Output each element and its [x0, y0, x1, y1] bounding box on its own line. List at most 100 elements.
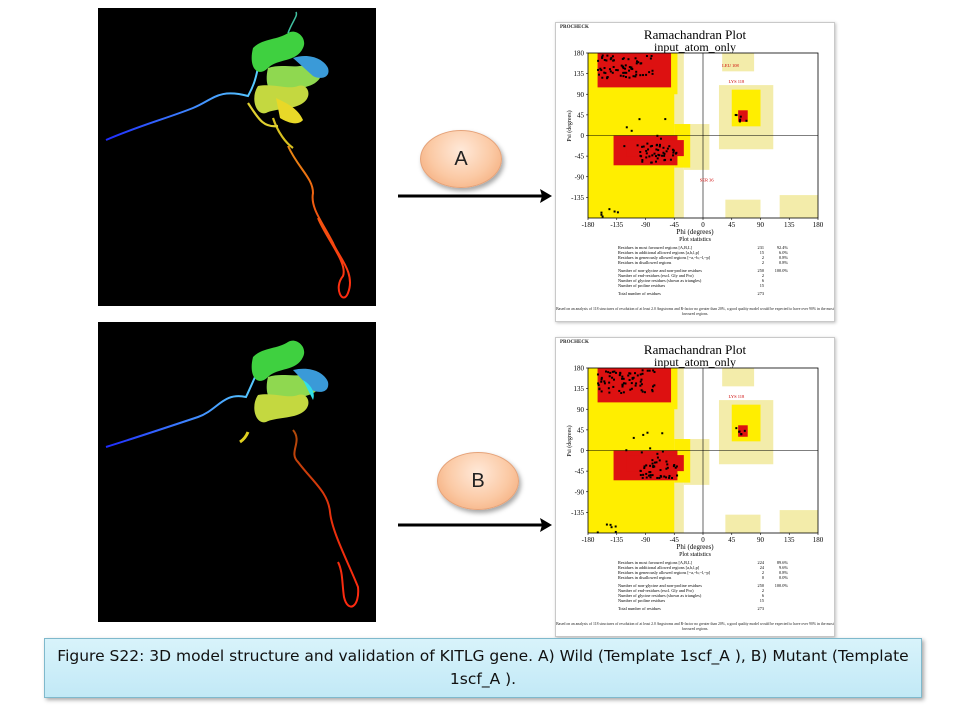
residue-point	[600, 378, 603, 381]
stats-cnt: 2	[761, 255, 764, 260]
residue-point	[658, 476, 661, 479]
allowed-region	[588, 190, 608, 218]
residue-point	[660, 475, 663, 478]
residue-point	[643, 391, 646, 394]
residue-point	[606, 77, 609, 80]
y-tick-label: -135	[571, 509, 584, 517]
residue-point	[612, 378, 615, 381]
residue-point	[652, 369, 655, 372]
x-tick-label: -45	[670, 536, 680, 544]
residue-point	[647, 474, 650, 477]
residue-point	[648, 471, 651, 474]
y-tick-label: 0	[581, 447, 585, 455]
protein-structure-mutant	[98, 322, 376, 622]
residue-point	[597, 59, 600, 62]
arrow-b	[398, 518, 552, 532]
protein-cartoon-mutant	[105, 340, 360, 608]
generous-region	[779, 195, 818, 218]
y-tick-label: -90	[575, 173, 585, 181]
generous-region	[722, 53, 755, 72]
x-axis-label: Phi (degrees)	[676, 543, 714, 551]
residue-point	[634, 372, 637, 375]
allowed-region	[588, 505, 608, 533]
residue-point	[645, 472, 648, 475]
residue-point	[627, 58, 630, 61]
residue-point	[643, 465, 646, 468]
stats-row: Total number of residues 273	[618, 606, 788, 611]
residue-point	[650, 54, 653, 57]
residue-point	[640, 378, 643, 381]
y-tick-label: -90	[575, 488, 585, 496]
residue-point	[739, 115, 742, 118]
stats-cnt: 6	[761, 593, 764, 598]
residue-point	[601, 54, 604, 57]
residue-point	[600, 376, 603, 379]
residue-point	[665, 467, 668, 470]
residue-point	[624, 382, 627, 385]
residue-point	[603, 71, 606, 74]
x-tick-label: 180	[813, 536, 824, 544]
stats-lbl: Total number of residues	[618, 606, 661, 611]
generous-region	[725, 199, 761, 218]
residue-point	[636, 374, 639, 377]
y-tick-label: 90	[577, 406, 585, 414]
residue-point	[607, 371, 610, 374]
residue-point	[663, 152, 666, 155]
residue-point	[647, 148, 650, 151]
residue-point	[641, 476, 644, 479]
residue-point	[612, 66, 615, 69]
residue-point	[651, 69, 654, 72]
residue-point	[637, 61, 640, 64]
residue-point	[649, 447, 652, 450]
stats-lbl: Number of end-residues (excl. Gly and Pr…	[618, 588, 694, 593]
residue-point	[651, 462, 654, 465]
residue-point	[631, 376, 634, 379]
residue-annotation: LYS 118	[729, 394, 746, 399]
residue-point	[668, 476, 671, 479]
residue-point	[603, 67, 606, 70]
stats-title: Plot statistics	[679, 552, 711, 558]
stats-cnt: 0	[761, 575, 764, 580]
residue-point	[628, 69, 631, 72]
stats-table: Residues in most favoured regions [A,B,L…	[618, 560, 788, 611]
residue-point	[608, 391, 611, 394]
stats-cnt: 273	[757, 291, 764, 296]
core-region	[597, 53, 672, 88]
x-tick-label: 135	[784, 536, 795, 544]
stats-row: Residues in generously allowed regions […	[618, 255, 788, 260]
residue-point	[656, 476, 659, 479]
residue-point	[639, 474, 642, 477]
residue-point	[664, 118, 667, 121]
residue-point	[608, 375, 611, 378]
stats-lbl: Residues in disallowed regions	[618, 260, 672, 265]
stats-cnt: 250	[757, 583, 764, 588]
residue-point	[661, 432, 664, 435]
residue-point	[671, 476, 674, 479]
residue-point	[645, 476, 648, 479]
stats-cnt: 273	[757, 606, 764, 611]
stats-row: Number of non-glycine and non-proline re…	[618, 268, 788, 273]
residue-point	[630, 129, 633, 132]
residue-point	[622, 382, 625, 385]
plot-title: Ramachandran Plot	[643, 27, 747, 42]
stats-pct: 0.8%	[779, 260, 788, 265]
residue-point	[743, 429, 746, 432]
residue-point	[651, 390, 654, 393]
residue-point	[648, 71, 651, 74]
stats-row: Number of proline residues 15	[618, 283, 788, 288]
residue-point	[603, 382, 606, 385]
residue-point	[619, 74, 622, 77]
stats-lbl: Total number of residues	[618, 291, 661, 296]
stats-lbl: Residues in generously allowed regions […	[618, 570, 711, 575]
residue-point	[659, 469, 662, 472]
residue-point	[596, 373, 599, 376]
y-tick-label: 135	[574, 70, 585, 78]
residue-point	[629, 388, 632, 391]
residue-point	[616, 69, 619, 72]
residue-point	[611, 71, 614, 74]
residue-point	[649, 464, 652, 467]
residue-point	[603, 59, 606, 62]
y-tick-label: 135	[574, 385, 585, 393]
stats-pct: 0.8%	[779, 570, 788, 575]
core-region	[738, 425, 748, 437]
